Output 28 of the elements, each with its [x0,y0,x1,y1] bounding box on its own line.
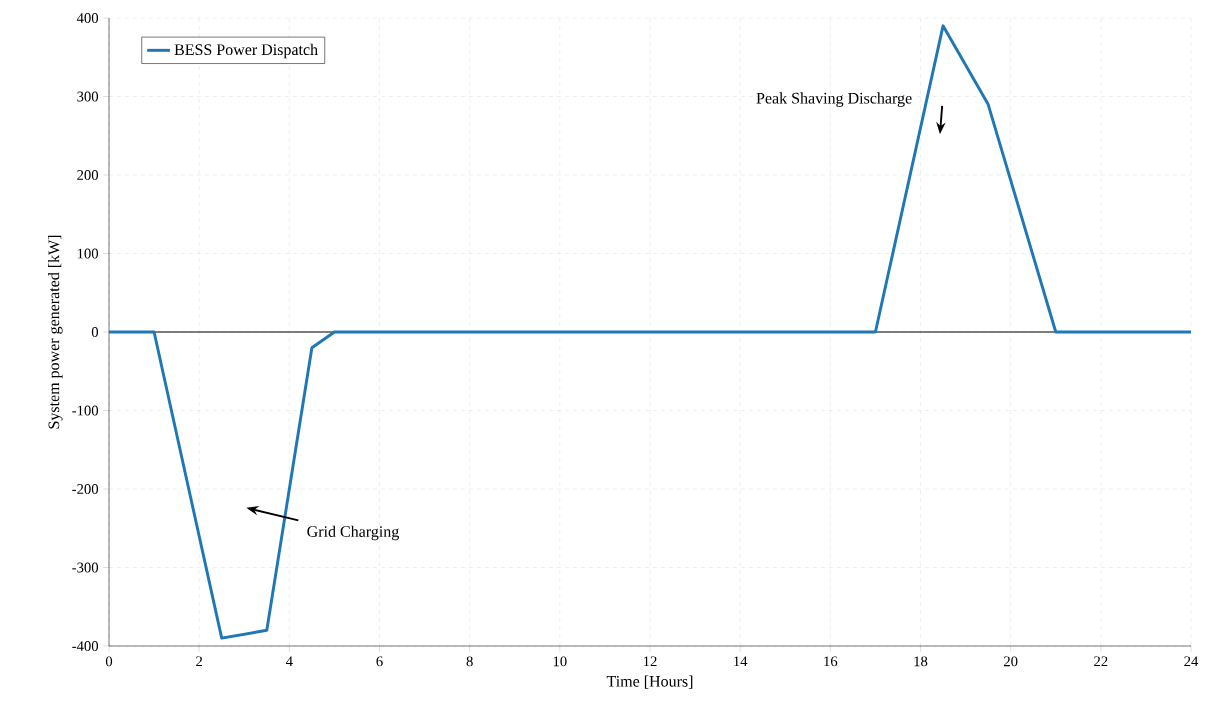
x-axis-title: Time [Hours] [606,675,693,689]
y-tick-label: 0 [91,327,99,337]
y-tick-label: 100 [77,248,99,259]
annotation: Grid Charging [307,525,399,541]
y-tick-label: -400 [72,641,99,651]
x-tick-label: 10 [553,656,567,667]
line-series [107,24,1193,640]
y-tick-label: -300 [72,562,99,573]
x-tick-label: 14 [734,656,748,667]
x-tick-label: 8 [466,656,473,667]
y-tick-label: 300 [77,91,99,102]
annotation: Peak Shaving Discharge [756,92,912,107]
x-tick-label: 18 [914,656,928,667]
y-tick-label: 400 [76,13,99,23]
x-tick-label: 24 [1184,656,1199,667]
x-tick-label: 6 [376,656,383,667]
legend-label: BESS Power Dispatch [174,43,318,59]
y-tick-label: -100 [72,405,99,416]
x-tick-label: 22 [1094,656,1108,667]
x-tick-label: 0 [105,656,113,667]
y-tick-label: -200 [72,484,99,494]
x-tick-label: 20 [1003,656,1018,667]
x-tick-label: 16 [824,656,838,667]
y-axis-title: System power generated [kW] [48,235,63,429]
x-tick-label: 2 [196,656,203,667]
x-tick-label: 4 [285,656,293,667]
y-tick-label: 200 [77,170,99,180]
x-tick-label: 12 [643,656,657,667]
